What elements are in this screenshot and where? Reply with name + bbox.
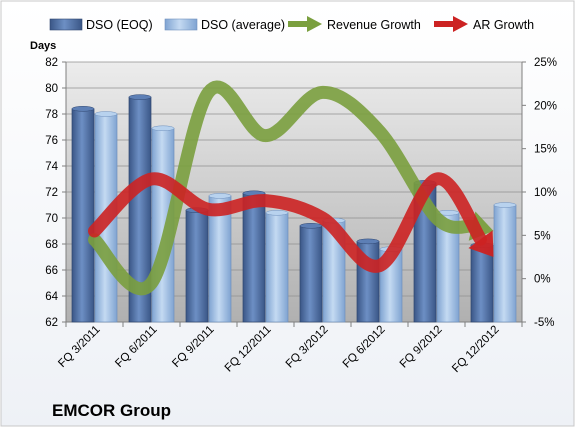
legend-item-dso-eoq: DSO (EOQ) <box>49 18 153 32</box>
bar-top-dso-average-3 <box>265 210 289 216</box>
growth-lines <box>88 80 494 296</box>
right-tick-label-0: -5% <box>534 317 554 329</box>
right-tick-label-2: 5% <box>534 230 551 242</box>
bar-dso-eoq-0 <box>71 108 95 323</box>
legend-arrow-icon-ar-growth <box>453 16 468 32</box>
bar-dso-eoq-3 <box>242 192 266 323</box>
bar-dso-eoq-2 <box>185 209 209 323</box>
legend-label-revenue-growth: Revenue Growth <box>327 18 421 32</box>
bar-top-dso-eoq-0 <box>71 106 95 112</box>
legend-item-revenue-growth: Revenue Growth <box>288 16 421 32</box>
left-axis-unit: Days <box>30 40 56 52</box>
bar-top-dso-average-0 <box>94 111 118 117</box>
left-tick-label-7: 76 <box>45 135 58 147</box>
right-tick-label-3: 10% <box>534 187 557 199</box>
legend-label-dso-average: DSO (average) <box>201 18 285 32</box>
bar-dso-eoq-4 <box>299 225 323 323</box>
bar-top-dso-average-2 <box>208 193 232 199</box>
legend-item-dso-average: DSO (average) <box>164 18 285 32</box>
legend: DSO (EOQ) DSO (average) Revenue Growth A… <box>49 16 534 32</box>
left-tick-label-2: 66 <box>45 265 58 277</box>
left-tick-label-4: 70 <box>45 213 58 225</box>
right-tick-label-6: 25% <box>534 57 557 69</box>
bar-dso-average-3 <box>265 212 289 323</box>
legend-arrow-icon-revenue-growth <box>307 16 322 32</box>
bar-dso-average-7 <box>493 204 517 323</box>
bar-top-dso-eoq-5 <box>356 238 380 245</box>
legend-item-ar-growth: AR Growth <box>434 16 534 32</box>
right-tick-label-5: 20% <box>534 100 557 112</box>
legend-label-dso-eoq: DSO (EOQ) <box>86 18 153 32</box>
left-tick-label-6: 74 <box>45 161 58 173</box>
bar-top-dso-eoq-4 <box>299 223 323 229</box>
right-tick-label-4: 15% <box>534 144 557 156</box>
legend-swatch-dso-eoq <box>49 18 83 31</box>
bar-dso-eoq-7 <box>470 244 494 323</box>
left-tick-label-3: 68 <box>45 239 58 251</box>
legend-label-ar-growth: AR Growth <box>473 18 534 32</box>
bar-top-dso-average-7 <box>493 202 517 208</box>
left-tick-label-9: 80 <box>45 83 58 95</box>
bar-top-dso-eoq-1 <box>128 94 152 100</box>
company-name: EMCOR Group <box>52 401 171 420</box>
legend-swatch-dso-average <box>164 18 198 31</box>
ar-growth-arrowhead <box>468 230 494 257</box>
left-tick-label-10: 82 <box>45 57 58 69</box>
left-tick-label-8: 78 <box>45 109 58 121</box>
ar-growth-line <box>88 172 488 273</box>
right-tick-label-1: 0% <box>534 274 551 286</box>
left-tick-label-1: 64 <box>45 291 58 303</box>
bar-top-dso-average-1 <box>151 125 175 132</box>
left-tick-label-5: 72 <box>45 187 58 199</box>
left-tick-label-0: 62 <box>45 317 58 329</box>
